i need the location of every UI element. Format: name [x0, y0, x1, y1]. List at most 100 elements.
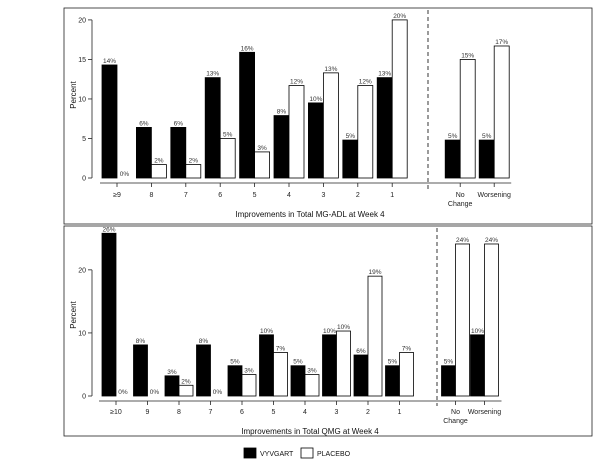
y-axis-title: Percent	[69, 300, 78, 328]
data-label-placebo: 0%	[120, 171, 130, 178]
y-axis-title: Percent	[69, 80, 78, 108]
bar-vyvgart	[342, 139, 359, 179]
bar-vyvgart	[353, 354, 369, 397]
data-label-vyvgart: 5%	[230, 359, 240, 366]
bar-placebo	[399, 352, 414, 397]
bar-placebo	[459, 59, 476, 179]
bar-placebo	[391, 19, 408, 179]
x-category-label: 2	[356, 192, 360, 199]
bar-vyvgart	[259, 334, 274, 397]
data-label-placebo: 7%	[276, 345, 286, 352]
x-category-label: Worsening	[468, 409, 501, 416]
data-label-placebo: 2%	[189, 158, 199, 165]
y-tick-label: 0	[82, 176, 86, 183]
data-label-placebo: 2%	[154, 158, 164, 165]
x-category-label: 8	[149, 192, 153, 199]
y-tick-label: 0	[82, 394, 86, 401]
bar-vyvgart	[441, 365, 456, 397]
bar-vyvgart	[239, 51, 256, 179]
y-tick-label: 15	[78, 57, 86, 64]
x-category-label: Change	[443, 418, 468, 425]
data-label-placebo: 13%	[324, 66, 337, 73]
data-label-vyvgart: 10%	[471, 328, 484, 335]
x-category-label: 2	[366, 409, 370, 416]
data-label-vyvgart: 5%	[444, 359, 454, 366]
x-category-label: No	[451, 409, 460, 416]
x-category-label: 4	[303, 409, 307, 416]
data-label-placebo: 12%	[359, 79, 372, 86]
x-category-label: 5	[253, 192, 257, 199]
data-label-vyvgart: 5%	[346, 133, 356, 140]
bar-vyvgart	[101, 232, 117, 397]
bar-placebo	[336, 330, 351, 397]
data-label-vyvgart: 6%	[356, 348, 366, 355]
bar-vyvgart	[444, 139, 461, 179]
data-label-placebo: 17%	[495, 39, 508, 46]
bar-placebo	[288, 85, 305, 179]
bar-vyvgart	[322, 334, 337, 397]
bar-vyvgart	[101, 64, 118, 179]
data-label-vyvgart: 16%	[241, 45, 254, 52]
data-label-vyvgart: 5%	[448, 133, 458, 140]
panel-mg-adl: 05101520Percent≥914%0%86%2%76%2%613%5%51…	[63, 7, 593, 225]
bar-placebo	[322, 72, 339, 179]
y-tick-label: 10	[78, 330, 86, 337]
data-label-vyvgart: 8%	[199, 338, 209, 345]
bar-placebo	[357, 85, 374, 179]
bar-vyvgart	[135, 127, 152, 179]
legend-label-placebo: PLACEBO	[317, 451, 351, 458]
bar-vyvgart	[307, 102, 324, 179]
bar-vyvgart	[273, 115, 290, 179]
y-tick-label: 20	[78, 267, 86, 274]
data-label-placebo: 0%	[150, 389, 160, 396]
data-label-vyvgart: 8%	[277, 109, 287, 116]
data-label-placebo: 20%	[393, 13, 406, 20]
data-label-vyvgart: 6%	[139, 120, 149, 127]
x-category-label: 8	[177, 409, 181, 416]
y-tick-label: 5	[82, 136, 86, 143]
x-category-label: 9	[146, 409, 150, 416]
data-label-vyvgart: 26%	[102, 226, 115, 233]
data-label-placebo: 3%	[244, 368, 254, 375]
bar-placebo	[219, 138, 236, 179]
data-label-vyvgart: 13%	[206, 71, 219, 78]
x-category-label: No	[456, 192, 465, 199]
data-label-vyvgart: 5%	[293, 359, 303, 366]
bar-vyvgart	[133, 344, 148, 397]
x-category-label: 7	[184, 192, 188, 199]
data-label-placebo: 15%	[461, 52, 474, 59]
data-label-placebo: 2%	[181, 378, 191, 385]
bar-vyvgart	[196, 344, 211, 397]
data-label-vyvgart: 10%	[323, 328, 336, 335]
data-label-placebo: 10%	[337, 324, 350, 331]
bar-vyvgart	[290, 365, 306, 397]
data-label-vyvgart: 14%	[103, 58, 116, 65]
bar-placebo	[304, 374, 320, 397]
bar-vyvgart	[385, 365, 400, 397]
x-category-label: 6	[240, 409, 244, 416]
x-category-label: ≥10	[110, 409, 122, 416]
x-category-label: Worsening	[478, 192, 511, 199]
x-category-label: Change	[448, 201, 473, 208]
x-category-label: 1	[398, 409, 402, 416]
data-label-vyvgart: 13%	[378, 71, 391, 78]
data-label-vyvgart: 5%	[388, 359, 398, 366]
bar-vyvgart	[204, 77, 221, 179]
data-label-placebo: 7%	[402, 345, 412, 352]
panel-frame	[63, 7, 593, 225]
bar-vyvgart	[470, 334, 485, 397]
bar-placebo	[455, 243, 470, 397]
bar-placebo	[493, 45, 510, 179]
data-label-vyvgart: 8%	[136, 338, 146, 345]
data-label-placebo: 12%	[290, 79, 303, 86]
data-label-placebo: 0%	[118, 389, 128, 396]
legend: VYVGART PLACEBO	[243, 447, 351, 459]
x-category-label: 5	[272, 409, 276, 416]
bar-placebo	[484, 243, 499, 397]
data-label-vyvgart: 5%	[482, 133, 492, 140]
x-axis-title: Improvements in Total QMG at Week 4	[241, 427, 379, 436]
x-category-label: 3	[321, 192, 325, 199]
legend-label-vyvgart: VYVGART	[260, 451, 294, 458]
data-label-placebo: 24%	[456, 237, 469, 244]
